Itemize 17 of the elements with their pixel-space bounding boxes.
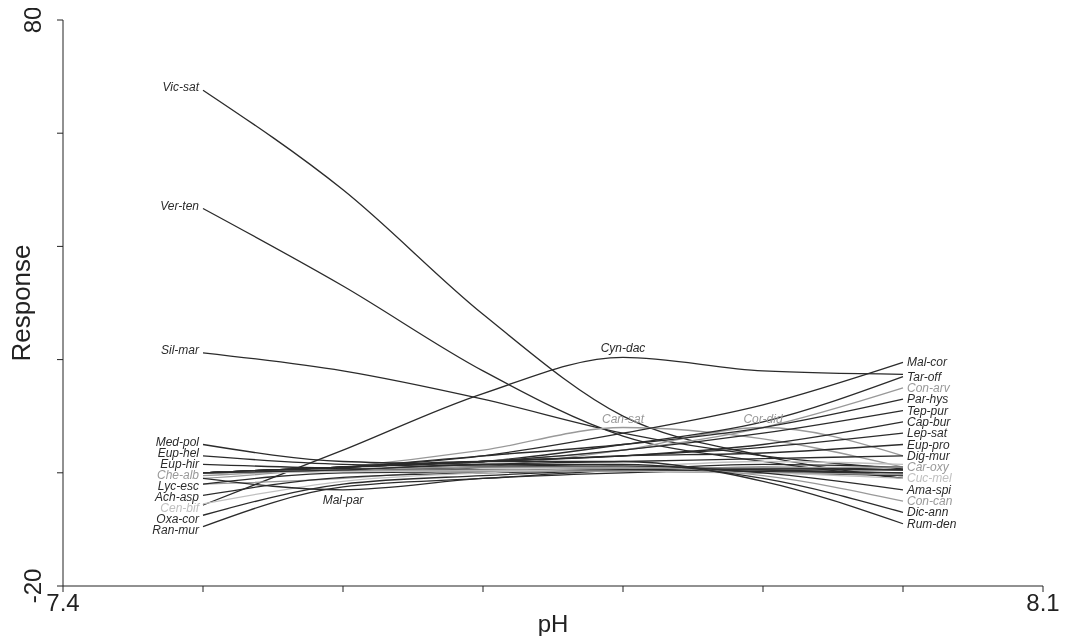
series-label: Vic-sat xyxy=(162,80,200,95)
x-tick-label: 8.1 xyxy=(1026,589,1060,617)
series-label: Ver-ten xyxy=(160,198,200,213)
y-axis-title: Response xyxy=(6,244,37,362)
y-tick-label: 80 xyxy=(19,6,46,34)
series-label: Mal-par xyxy=(322,492,365,507)
series-label: Par-hys xyxy=(907,392,949,407)
series-label: Med-pol xyxy=(155,434,200,449)
series-label: Ama-spi xyxy=(906,482,952,497)
series-label: Lyc-esc xyxy=(157,479,199,494)
series-label: Eup-hel xyxy=(157,446,200,461)
series-label: Ran-mur xyxy=(152,523,200,538)
series-label: Mal-cor xyxy=(907,355,949,370)
series-label: Cyn-dac xyxy=(600,341,646,356)
series-label: Sil-mar xyxy=(161,343,200,358)
y-tick-label: -20 xyxy=(19,568,46,604)
x-tick-label: 7.4 xyxy=(46,589,80,617)
